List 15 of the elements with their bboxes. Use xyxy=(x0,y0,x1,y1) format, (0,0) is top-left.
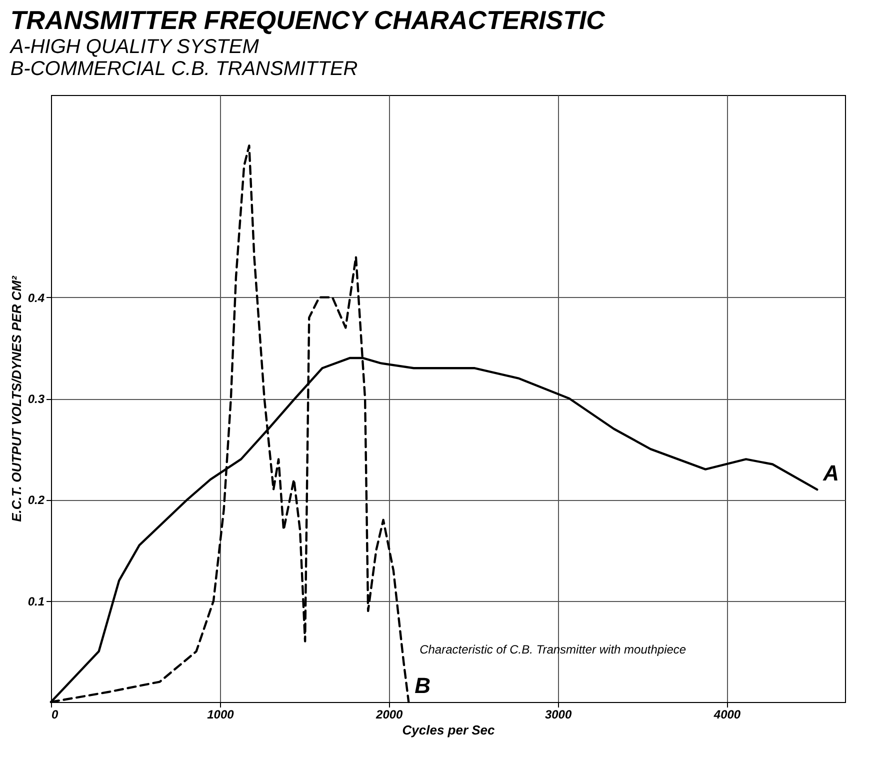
series-label: B xyxy=(414,673,431,698)
y-tick-label: 0.4 xyxy=(28,290,45,305)
x-tick-label: 2000 xyxy=(375,708,404,722)
x-tick-label: 3000 xyxy=(544,708,572,722)
chart-title: TRANSMITTER FREQUENCY CHARACTERISTIC xyxy=(10,5,606,35)
y-tick-label: 0.3 xyxy=(28,392,45,406)
x-axis-title: Cycles per Sec xyxy=(402,722,496,738)
x-tick-label: 1000 xyxy=(207,708,234,722)
x-tick-label: 0 xyxy=(52,708,58,722)
y-axis-title: E.C.T. OUTPUT VOLTS/DYNES PER CM² xyxy=(8,275,24,522)
series-label: A xyxy=(822,460,840,486)
y-tick-label: 0.1 xyxy=(28,594,45,608)
x-tick-label: 4000 xyxy=(712,708,741,722)
y-tick-label: 0.2 xyxy=(28,493,45,508)
chart-subtitle: A-HIGH QUALITY SYSTEM B-COMMERCIAL C.B. TRANSMITTER xyxy=(9,36,358,80)
